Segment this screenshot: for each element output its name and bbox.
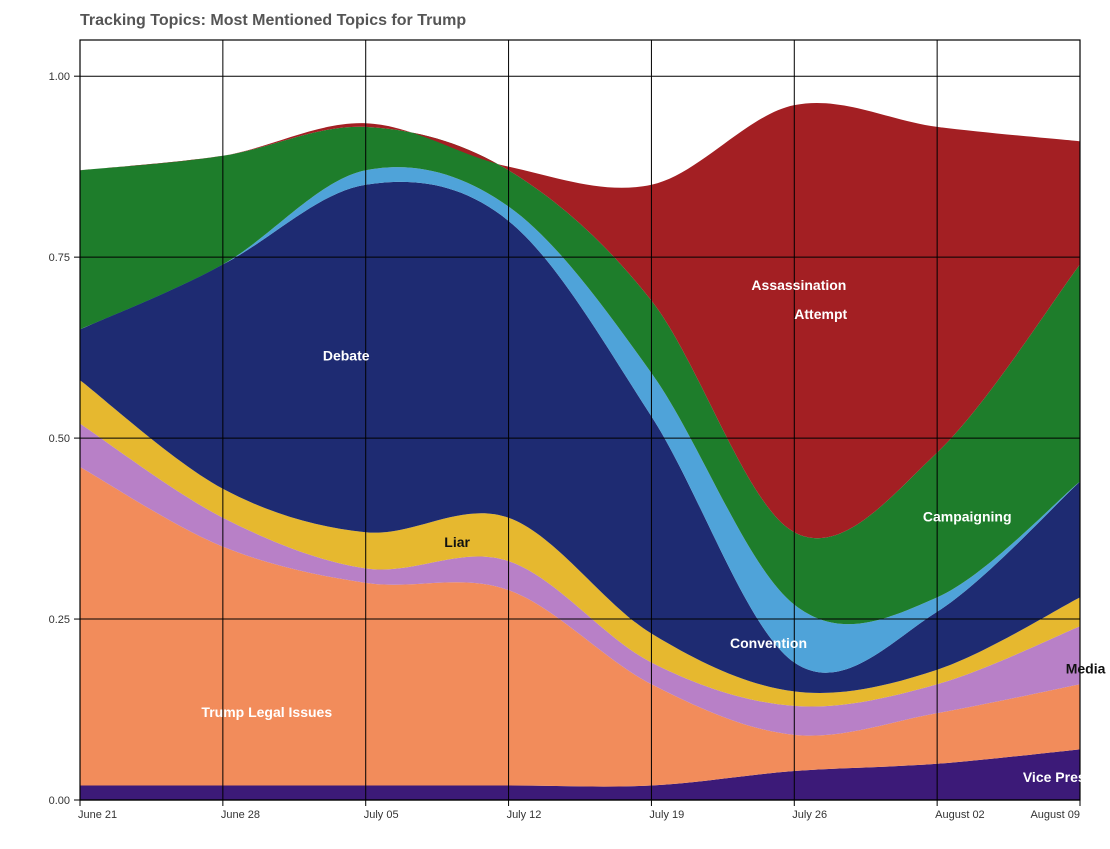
stacked-areas [80, 103, 1080, 800]
x-tick-label: June 28 [221, 809, 260, 821]
x-tick-label: July 05 [364, 809, 399, 821]
x-tick-label: August 09 [1030, 809, 1080, 821]
chart-title: Tracking Topics: Most Mentioned Topics f… [80, 12, 466, 30]
x-tick-label: July 19 [649, 809, 684, 821]
x-tick-label: July 26 [792, 809, 827, 821]
chart-container: Tracking Topics: Most Mentioned Topics f… [0, 0, 1110, 844]
y-tick-label: 0.50 [49, 433, 70, 445]
chart-svg: 0.00 0.25 0.50 0.75 1.00 June 21 June 28 July 0… [0, 0, 1110, 844]
x-tick-label: June 21 [78, 809, 117, 821]
series-label: Assassination [751, 277, 846, 293]
y-tick-label: 0.75 [49, 252, 70, 264]
series-label: Debate [323, 348, 370, 364]
series-label: Media [1066, 660, 1106, 676]
series-label: Attempt [794, 306, 847, 322]
y-tick-label: 1.00 [49, 71, 70, 83]
y-tick-label: 0.25 [49, 614, 70, 626]
series-label: Liar [444, 534, 470, 550]
x-tick-label: July 12 [507, 809, 542, 821]
series-label: Convention [730, 635, 807, 651]
series-label: Vice President [1023, 769, 1110, 785]
y-tick-label: 0.00 [49, 795, 70, 807]
series-label: Trump Legal Issues [201, 704, 332, 720]
series-label: Campaigning [923, 508, 1012, 524]
x-tick-label: August 02 [935, 809, 985, 821]
